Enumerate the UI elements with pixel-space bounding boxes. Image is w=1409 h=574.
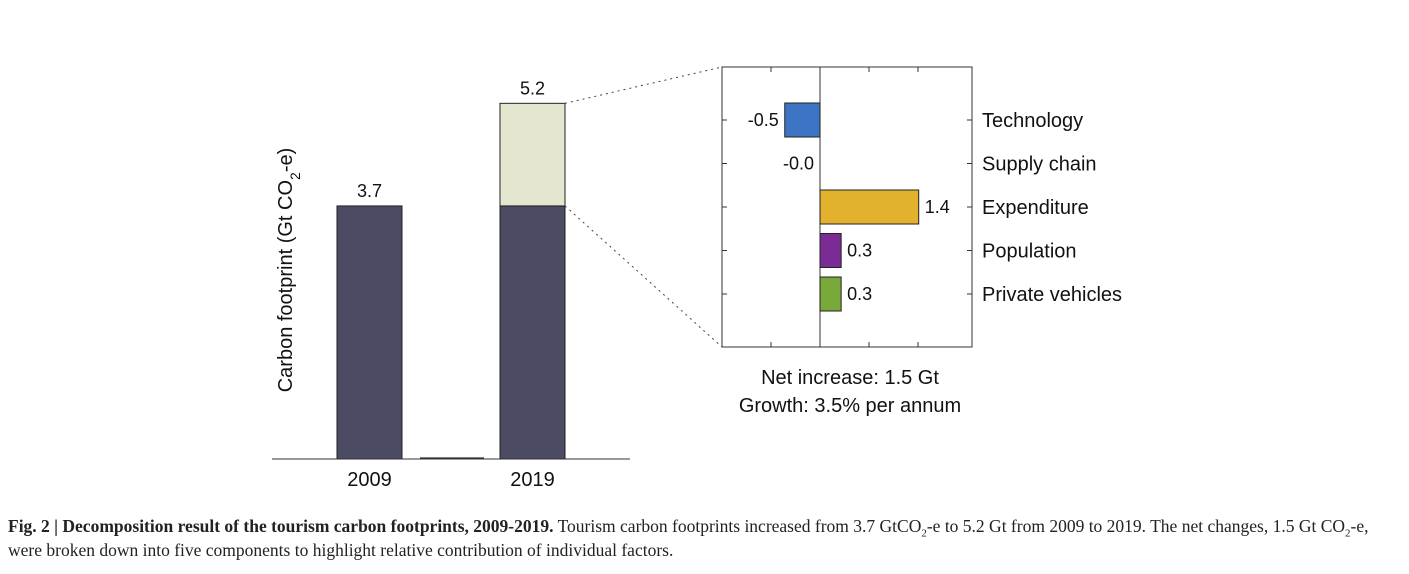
caption-subscript-2: 2 xyxy=(1345,527,1351,540)
bar-base-2009 xyxy=(336,205,403,460)
caption-text-1: Tourism carbon footprints increased from… xyxy=(553,516,922,536)
y-axis-label-suffix: -e) xyxy=(275,148,297,172)
component-bar-private-vehicles xyxy=(819,276,842,312)
component-value-label: 0.3 xyxy=(847,241,872,261)
connector-top xyxy=(564,66,723,104)
component-value-label: 0.3 xyxy=(847,284,872,304)
zoom-connector-lines xyxy=(564,66,723,348)
component-category-label: Supply chain xyxy=(982,154,1097,176)
component-bar-population xyxy=(819,233,842,268)
caption-title: Fig. 2 | Decomposition result of the tou… xyxy=(8,516,554,536)
y-axis-label-text: Carbon footprint (Gt CO xyxy=(275,180,297,392)
net-increase-annotation: Net increase: 1.5 Gt xyxy=(761,367,939,389)
component-category-label: Expenditure xyxy=(982,197,1089,219)
component-value-label: 1.4 xyxy=(925,197,950,217)
y-axis-label: Carbon footprint (Gt CO2-e) xyxy=(275,148,303,393)
bar-total-label: 3.7 xyxy=(357,181,382,201)
x-tick-label: 2019 xyxy=(510,469,555,490)
caption-subscript-1: 2 xyxy=(921,527,927,540)
component-value-label: -0.5 xyxy=(748,110,779,130)
component-bar-expenditure xyxy=(819,189,920,225)
component-bar-technology xyxy=(784,102,821,138)
component-category-label: Population xyxy=(982,241,1077,263)
caption-text-2: -e to 5.2 Gt from 2009 to 2019. The net … xyxy=(926,516,1345,536)
component-category-label: Technology xyxy=(982,110,1083,132)
caption-text-3: -e, were broken down into five component… xyxy=(8,516,1369,560)
decomposition-bar-chart: -0.5 Technology -0.0 Supply chain 1.4 Expendi… xyxy=(721,66,1122,417)
component-value-label: -0.0 xyxy=(783,154,814,174)
component-category-label: Private vehicles xyxy=(982,284,1122,306)
bar-base-2019 xyxy=(499,205,566,460)
stacked-bar-chart: 3.7 2009 5.2 2019 Carbon footprint (Gt CO2-e… xyxy=(272,78,630,490)
figure-caption: Fig. 2 | Decomposition result of the tou… xyxy=(8,514,1403,562)
bar-increase-2019 xyxy=(499,102,566,207)
x-tick-label: 2009 xyxy=(347,469,392,490)
bar-total-label: 5.2 xyxy=(520,78,545,98)
connector-bottom xyxy=(564,205,723,348)
figure-canvas: 3.7 2009 5.2 2019 Carbon footprint (Gt CO2-e… xyxy=(272,66,1122,490)
y-axis-label-subscript: 2 xyxy=(287,172,303,180)
growth-annotation: Growth: 3.5% per annum xyxy=(739,395,961,417)
